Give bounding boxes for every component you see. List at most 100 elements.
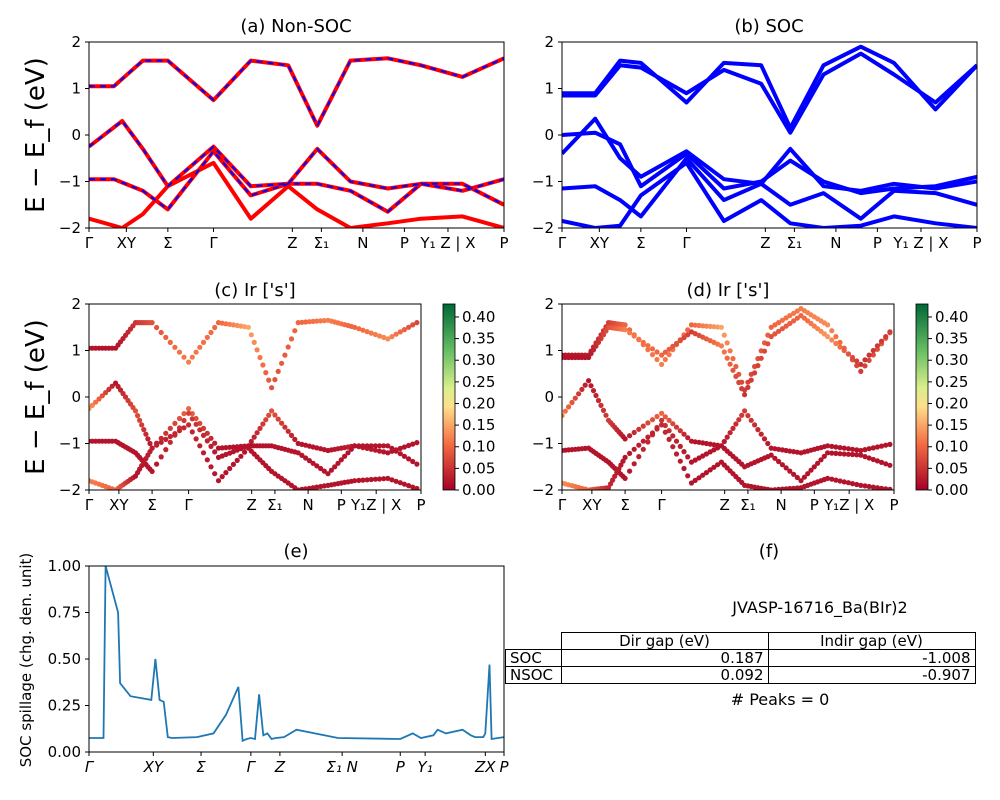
band-point — [158, 329, 164, 336]
x-tick-label: Γ — [558, 234, 567, 252]
band-point — [883, 334, 889, 340]
band-point — [659, 410, 665, 416]
band-point — [401, 327, 407, 333]
band-point — [132, 408, 139, 414]
band-point — [208, 443, 214, 449]
x-tick-label: P — [499, 758, 509, 776]
band-point — [715, 445, 721, 451]
band-point — [866, 455, 872, 461]
band-point — [360, 477, 366, 483]
band-point — [711, 464, 717, 470]
band-line-soc — [89, 150, 504, 213]
band-point — [248, 438, 254, 445]
band-point — [204, 430, 210, 436]
gap-table-header-row: Dir gap (eV) Indir gap (eV) — [506, 632, 976, 650]
plot-frame — [88, 565, 505, 753]
band-point — [833, 334, 839, 340]
band-point — [603, 412, 609, 418]
band-point — [292, 436, 298, 442]
x-tick-label: XY — [143, 758, 165, 776]
band-point — [677, 458, 683, 464]
band-point — [721, 349, 727, 355]
x-tick-label: Σ₁ — [267, 496, 283, 514]
band-point — [356, 326, 362, 332]
band-line-non-soc — [89, 160, 504, 228]
band-point — [137, 417, 143, 423]
band-point — [640, 423, 646, 429]
y-tick-label: 2 — [71, 295, 81, 313]
band-point — [666, 352, 672, 358]
x-tick-label: Σ — [196, 758, 206, 776]
band-point — [825, 334, 831, 340]
band-point — [811, 464, 817, 470]
band-point — [718, 324, 725, 330]
band-point — [791, 471, 797, 477]
band-point — [266, 377, 272, 383]
band-point — [406, 324, 412, 330]
band-point — [866, 483, 872, 490]
x-tick-label: XY — [109, 496, 129, 514]
y-tick-label: 0 — [544, 126, 554, 144]
band-point — [582, 382, 588, 388]
band-point — [406, 456, 412, 462]
band-point — [215, 478, 222, 484]
x-tick-label: Y₁Z | X — [350, 496, 401, 514]
band-point — [338, 457, 344, 463]
band-point — [285, 428, 291, 434]
band-point — [673, 451, 680, 457]
band-point — [401, 453, 407, 459]
band-point — [238, 453, 244, 459]
band-point — [288, 336, 295, 342]
band-point — [381, 334, 387, 340]
band-point — [223, 321, 229, 327]
band-point — [145, 436, 151, 442]
y-tick-label: −2 — [532, 481, 554, 499]
band-point — [681, 431, 687, 437]
band-point — [181, 411, 187, 417]
band-point — [833, 340, 839, 347]
band-point — [285, 344, 291, 350]
band-point — [659, 422, 665, 428]
gap-table: Dir gap (eV) Indir gap (eV) SOC 0.187 -1… — [505, 632, 976, 684]
x-tick-label: Z — [287, 234, 297, 252]
x-tick-label: Y₁ Z | X — [892, 234, 948, 252]
band-point — [801, 474, 808, 480]
band-point — [862, 357, 868, 363]
band-point — [410, 322, 416, 328]
x-tick-label: XY — [582, 496, 602, 514]
x-tick-label: Σ — [163, 234, 172, 252]
band-point — [636, 336, 642, 342]
band-point — [397, 329, 403, 335]
band-point — [314, 318, 320, 324]
col-header-dir: Dir gap (eV) — [560, 632, 769, 650]
band-point — [776, 320, 782, 326]
y-tick-label: 0 — [71, 126, 81, 144]
x-tick-label: P — [889, 496, 898, 514]
band-point — [721, 332, 727, 338]
band-point — [631, 429, 637, 436]
band-point — [692, 439, 698, 445]
band-point — [805, 471, 811, 477]
band-point — [254, 430, 260, 436]
panel-e: (e) SOC spillage (chg. den. unit) 1.00 0.… — [17, 541, 509, 776]
band-point — [314, 463, 320, 469]
band-point — [364, 477, 370, 483]
band-point — [779, 462, 786, 468]
band-point — [765, 440, 771, 447]
dir-gap-cell: 0.092 — [560, 666, 769, 684]
band-point — [172, 420, 178, 426]
band-point — [167, 439, 173, 445]
x-tick-label: N — [303, 496, 314, 514]
y-tick-label: −2 — [532, 219, 554, 237]
band-point — [345, 450, 351, 456]
band-point — [825, 450, 831, 456]
panel-e-title: (e) — [283, 541, 308, 562]
band-point — [397, 451, 403, 457]
band-point — [89, 402, 95, 408]
y-tick-label: 2 — [544, 33, 554, 51]
band-point — [670, 433, 676, 439]
band-point — [649, 346, 656, 352]
band-point — [167, 433, 173, 440]
band-point — [204, 438, 210, 444]
